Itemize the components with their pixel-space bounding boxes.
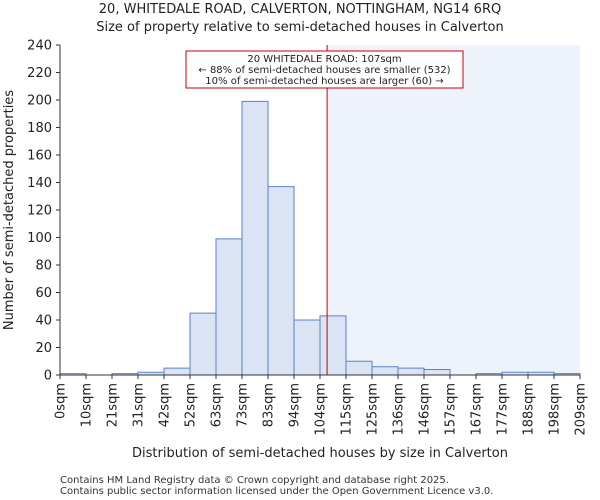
x-tick-label: 209sqm	[574, 383, 589, 436]
y-tick-label: 80	[35, 259, 52, 274]
bar-42sqm	[163, 367, 191, 376]
annotation-line-larger: 10% of semi-detached houses are larger (…	[205, 76, 443, 87]
bar-146sqm	[423, 369, 451, 376]
bar-136sqm	[397, 367, 425, 376]
bar-63sqm	[215, 238, 243, 376]
x-tick-label: 21sqm	[106, 383, 121, 427]
x-tick-label: 146sqm	[418, 383, 433, 436]
y-tick-label: 220	[27, 66, 52, 81]
y-tick-label: 140	[27, 176, 52, 191]
x-tick-label: 188sqm	[522, 383, 537, 436]
y-tick-label: 100	[27, 231, 52, 246]
x-tick-label: 63sqm	[210, 383, 225, 427]
y-tick-label: 120	[27, 204, 52, 219]
x-tick-label: 157sqm	[444, 383, 459, 436]
x-axis: 0sqm 10sqm 21sqm 31sqm 42sqm 52sqm 63sqm 73sqm 8…	[54, 375, 589, 436]
y-tick-label: 60	[35, 286, 52, 301]
y-tick-label: 160	[27, 149, 52, 164]
x-tick-label: 115sqm	[340, 383, 355, 436]
bar-73sqm	[241, 100, 269, 376]
annotation-line-property: 20 WHITEDALE ROAD: 107sqm	[247, 54, 401, 65]
footer-copyright: Contains HM Land Registry data © Crown c…	[60, 475, 449, 486]
x-tick-label: 167sqm	[470, 383, 485, 436]
bar-125sqm	[371, 366, 399, 376]
footer-licence: Contains public sector information licen…	[60, 486, 494, 497]
chart-title-address: 20, WHITEDALE ROAD, CALVERTON, NOTTINGHA…	[98, 2, 502, 17]
y-tick-label: 20	[35, 341, 52, 356]
x-tick-label: 198sqm	[548, 383, 563, 436]
bar-52sqm	[189, 312, 217, 376]
y-tick-label: 200	[27, 94, 52, 109]
x-tick-label: 177sqm	[496, 383, 511, 436]
bar-83sqm	[267, 186, 295, 376]
x-tick-label: 104sqm	[314, 383, 329, 436]
x-tick-label: 94sqm	[288, 383, 303, 427]
x-tick-label: 42sqm	[158, 383, 173, 427]
y-tick-label: 240	[27, 39, 52, 54]
y-tick-label: 180	[27, 121, 52, 136]
y-tick-label: 0	[44, 369, 52, 384]
bar-94sqm	[293, 319, 321, 376]
x-tick-label: 125sqm	[366, 383, 381, 436]
bar-115sqm	[345, 360, 373, 376]
x-axis-label: Distribution of semi-detached houses by …	[132, 446, 508, 461]
annotation-border	[185, 50, 464, 89]
x-tick-label: 73sqm	[236, 383, 251, 427]
x-tick-label: 0sqm	[54, 383, 69, 419]
x-tick-label: 10sqm	[80, 383, 95, 427]
chart-subtitle: Size of property relative to semi-detach…	[96, 20, 504, 35]
y-axis-label: Number of semi-detached properties	[2, 90, 17, 330]
x-tick-label: 31sqm	[132, 383, 147, 427]
x-tick-label: 83sqm	[262, 383, 277, 427]
annotation-line-smaller: ← 88% of semi-detached houses are smalle…	[198, 65, 450, 76]
histogram-chart: 0 20 40 60 80 100 120 140 160 180 200 220 240 0sqm 10…	[2, 39, 589, 462]
y-axis: 0 20 40 60 80 100 120 140 160 180 200 220 240	[27, 39, 60, 384]
bar-104sqm	[319, 315, 347, 376]
x-tick-label: 136sqm	[392, 383, 407, 436]
annotation-box: 20 WHITEDALE ROAD: 107sqm ← 88% of semi-…	[185, 50, 464, 89]
y-tick-label: 40	[35, 314, 52, 329]
x-tick-label: 52sqm	[184, 383, 199, 427]
larger-properties-region	[327, 45, 580, 375]
